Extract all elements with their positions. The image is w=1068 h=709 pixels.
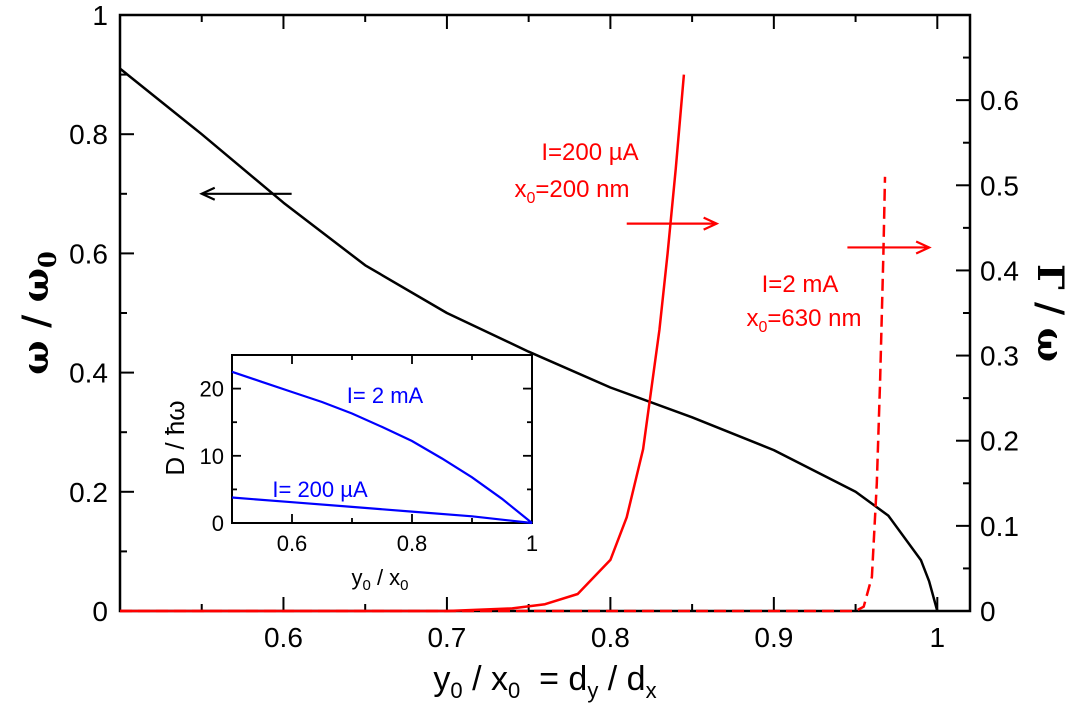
main-y-axis-label-right: Γ / ω: [1029, 264, 1068, 362]
main-y-axis-label-left: ω / ω0: [15, 251, 62, 374]
y-left-tick-label-0: 0: [92, 596, 108, 627]
x-tick-label-1: 0.7: [427, 622, 466, 653]
y-right-tick-label-4: 0.4: [980, 255, 1019, 286]
y-right-tick-label-2: 0.2: [980, 426, 1019, 457]
inset-xlabel-y-sub: 0: [362, 577, 370, 594]
inset-x-tick-label-2: 1: [526, 531, 538, 556]
inset-x-tick-label-1: 0.8: [397, 531, 428, 556]
main-arrows: [199, 186, 932, 255]
inset-x-axis-label: y0 / x0: [351, 565, 408, 594]
inset-series-line-1: [231, 496, 533, 525]
x-tick-label-3: 0.9: [754, 622, 793, 653]
annotation-2mA-x0-sub: 0: [759, 319, 768, 336]
x-tick-label-4: 1: [930, 622, 946, 653]
inset-plot-background: [232, 355, 532, 523]
annotation-200uA-x0-sub: 0: [527, 190, 536, 207]
inset-annotation-200uA: I= 200 µA: [272, 477, 368, 502]
inset-x-tick-label-0: 0.6: [277, 531, 308, 556]
y-right-tick-label-1: 0.1: [980, 511, 1019, 542]
main-x-axis-label: y0 / x0 = dy / dx: [433, 660, 656, 703]
xlabel-x-sub: 0: [508, 678, 520, 703]
annotation-200uA-x0-suffix: =200 nm: [535, 176, 629, 203]
arrow-head-2: [915, 240, 932, 255]
x-tick-label-0: 0.6: [264, 622, 303, 653]
y-right-tick-label-0: 0: [980, 596, 996, 627]
inset-y-tick-label-2: 20: [200, 377, 224, 402]
annotation-2mA-x0: x0=630 nm: [747, 305, 862, 336]
inset-annotation-2mA: I= 2 mA: [347, 383, 424, 408]
series-line-1: [120, 74, 686, 613]
annotation-200uA-x0-prefix: x: [515, 176, 527, 203]
inset-series-line-0: [231, 370, 533, 524]
inset-xlabel-slash: / x: [371, 565, 400, 590]
main-series: [119, 67, 939, 613]
xlabel-eq: = d: [520, 660, 587, 698]
y-left-tick-label-4: 0.8: [69, 119, 108, 150]
arrow-head-0: [199, 186, 216, 201]
inset-plot-frame: [231, 354, 533, 524]
xlabel-slash2: / d: [598, 660, 645, 698]
annotation-200uA-current: I=200 µA: [541, 139, 638, 166]
y-right-tick-label-3: 0.3: [980, 341, 1019, 372]
annotation-2mA-current: I=2 mA: [762, 271, 839, 298]
inset-series: [231, 370, 533, 525]
y-left-tick-label-3: 0.6: [69, 238, 108, 269]
y-right-tick-label-6: 0.6: [980, 85, 1019, 116]
inset-y-tick-label-1: 10: [200, 444, 224, 469]
inset-y-tick-label-0: 0: [212, 511, 224, 536]
y-left-tick-label-5: 1: [92, 0, 108, 31]
x-tick-label-2: 0.8: [591, 622, 630, 653]
xlabel-y-sub: 0: [450, 678, 462, 703]
ylabel-left-sub: 0: [33, 251, 62, 268]
xlabel-d-sub1: y: [587, 678, 598, 703]
main-ticks: 0.6 0.7 0.8 0.9 100.20.40.60.8100.10.20.30.4…: [69, 0, 1019, 653]
xlabel-y: y: [433, 660, 450, 698]
y-left-tick-label-2: 0.4: [69, 358, 108, 389]
arrow-head-1: [703, 216, 720, 231]
y-left-tick-label-1: 0.2: [69, 477, 108, 508]
annotation-2mA-x0-prefix: x: [747, 305, 759, 332]
series-line-0: [119, 67, 939, 612]
xlabel-slash1: / x: [463, 660, 508, 698]
annotation-2mA-x0-suffix: =630 nm: [767, 305, 861, 332]
ylabel-left-omega: ω / ω: [15, 268, 57, 375]
inset-y-axis-label: D / ħω: [160, 400, 190, 475]
xlabel-d-sub2: x: [646, 678, 657, 703]
y-right-tick-label-5: 0.5: [980, 170, 1019, 201]
annotation-200uA-x0: x0=200 nm: [515, 176, 630, 207]
inset-xlabel-x-sub: 0: [400, 577, 408, 594]
inset-xlabel-y: y: [351, 565, 362, 590]
